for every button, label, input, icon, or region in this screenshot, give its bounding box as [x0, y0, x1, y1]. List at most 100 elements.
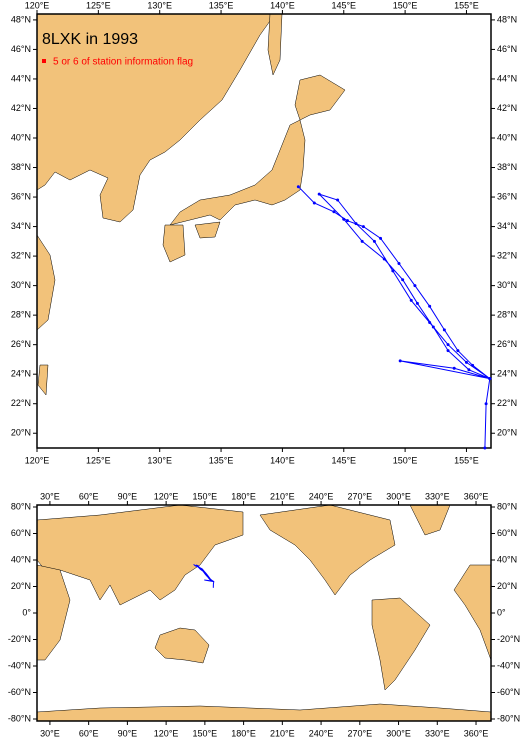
- lat-tick-label: 44°N: [11, 73, 31, 83]
- lon-tick-label: 120°E: [25, 0, 50, 10]
- lon-tick-label: 150°E: [193, 491, 218, 501]
- lon-tick-label: 300°E: [386, 491, 411, 501]
- track-point: [360, 239, 364, 243]
- ship-track: [298, 186, 491, 449]
- lat-tick-label: 26°N: [11, 339, 31, 349]
- track-point: [296, 185, 300, 189]
- track-point: [332, 210, 336, 214]
- track-point: [382, 257, 386, 261]
- legend-text: 5 or 6 of station information flag: [53, 57, 193, 68]
- lon-tick-label: 240°E: [309, 491, 334, 501]
- lat-tick-label: 20°N: [497, 581, 517, 591]
- track-point: [361, 225, 365, 229]
- lon-tick-label: 145°E: [331, 455, 356, 465]
- lon-tick-label: 130°E: [147, 455, 172, 465]
- lat-tick-label: 32°N: [11, 250, 31, 260]
- lon-tick-label: 145°E: [331, 0, 356, 10]
- track-point: [397, 261, 401, 265]
- lat-tick-label: -60°N: [8, 687, 31, 697]
- lat-tick-label: 32°N: [497, 250, 517, 260]
- lat-tick-label: 60°N: [497, 528, 517, 538]
- track-point: [467, 368, 471, 372]
- track-point: [342, 217, 346, 221]
- map-frame: [36, 13, 492, 449]
- track-point: [431, 325, 435, 329]
- track-point: [442, 328, 446, 332]
- lat-tick-label: 36°N: [497, 191, 517, 201]
- track-point: [372, 239, 376, 243]
- lon-tick-label: 125°E: [86, 0, 111, 10]
- track-point: [471, 363, 475, 367]
- lat-tick-label: 20°N: [497, 428, 517, 438]
- lat-tick-label: 28°N: [11, 310, 31, 320]
- lat-tick-label: 22°N: [497, 398, 517, 408]
- lon-tick-label: 360°E: [464, 491, 489, 501]
- lat-tick-label: -60°N: [497, 687, 520, 697]
- track-point: [354, 222, 358, 226]
- shikoku: [194, 221, 221, 239]
- legend-marker: [42, 59, 46, 63]
- lat-tick-label: 20°N: [11, 428, 31, 438]
- track-point: [401, 278, 405, 282]
- lon-tick-label: 210°E: [270, 491, 295, 501]
- kyushu: [162, 224, 186, 263]
- track-point: [391, 269, 395, 273]
- lat-tick-label: 30°N: [497, 280, 517, 290]
- track-point: [464, 360, 468, 364]
- title: 8LXK in 1993: [42, 31, 138, 48]
- lon-tick-label: 330°E: [425, 491, 450, 501]
- track-point: [488, 377, 492, 381]
- track-point: [446, 343, 450, 347]
- lat-tick-label: 0°: [497, 607, 506, 617]
- lon-tick-label: 150°E: [393, 0, 418, 10]
- north-america: [259, 504, 396, 596]
- lat-tick-label: 30°N: [11, 280, 31, 290]
- lat-tick-label: 48°N: [497, 14, 517, 24]
- track-point: [409, 298, 413, 302]
- australia: [154, 627, 210, 664]
- track-point: [484, 402, 488, 406]
- lat-tick-label: 34°N: [497, 221, 517, 231]
- lon-tick-label: 360°E: [464, 728, 489, 738]
- track-point: [483, 446, 487, 450]
- lat-tick-label: -20°N: [497, 634, 520, 644]
- lat-tick-label: 22°N: [11, 398, 31, 408]
- lat-tick-label: -80°N: [8, 713, 31, 723]
- asia-mainland: [36, 13, 276, 223]
- lat-tick-label: 26°N: [497, 339, 517, 349]
- lat-tick-label: 80°N: [11, 501, 31, 511]
- track-point: [379, 236, 383, 240]
- lon-tick-label: 150°E: [393, 455, 418, 465]
- lon-tick-label: 140°E: [270, 0, 295, 10]
- track-point: [312, 201, 316, 205]
- lat-tick-label: 48°N: [11, 14, 31, 24]
- lat-tick-label: 44°N: [497, 73, 517, 83]
- lon-tick-label: 210°E: [270, 728, 295, 738]
- lat-tick-label: 80°N: [497, 501, 517, 511]
- lat-tick-label: 38°N: [11, 162, 31, 172]
- hokkaido: [294, 74, 346, 121]
- lon-tick-label: 30°E: [40, 728, 60, 738]
- lon-tick-label: 30°E: [40, 491, 60, 501]
- lon-tick-label: 270°E: [347, 728, 372, 738]
- lon-tick-label: 140°E: [270, 455, 295, 465]
- lat-tick-label: -80°N: [497, 713, 520, 723]
- lon-tick-label: 130°E: [147, 0, 172, 10]
- lon-tick-label: 330°E: [425, 728, 450, 738]
- lat-tick-label: 46°N: [497, 44, 517, 54]
- lon-tick-label: 60°E: [79, 728, 99, 738]
- track-point: [413, 284, 417, 288]
- lon-tick-label: 90°E: [118, 491, 138, 501]
- lon-tick-label: 155°E: [454, 455, 479, 465]
- track-point: [428, 304, 432, 308]
- lon-tick-label: 120°E: [154, 491, 179, 501]
- track-point: [428, 321, 432, 325]
- south-america: [371, 597, 431, 691]
- lon-tick-label: 135°E: [209, 0, 234, 10]
- lon-tick-label: 240°E: [309, 728, 334, 738]
- lat-tick-label: 40°N: [11, 554, 31, 564]
- lon-tick-label: 120°E: [25, 455, 50, 465]
- ship-track: [193, 564, 215, 588]
